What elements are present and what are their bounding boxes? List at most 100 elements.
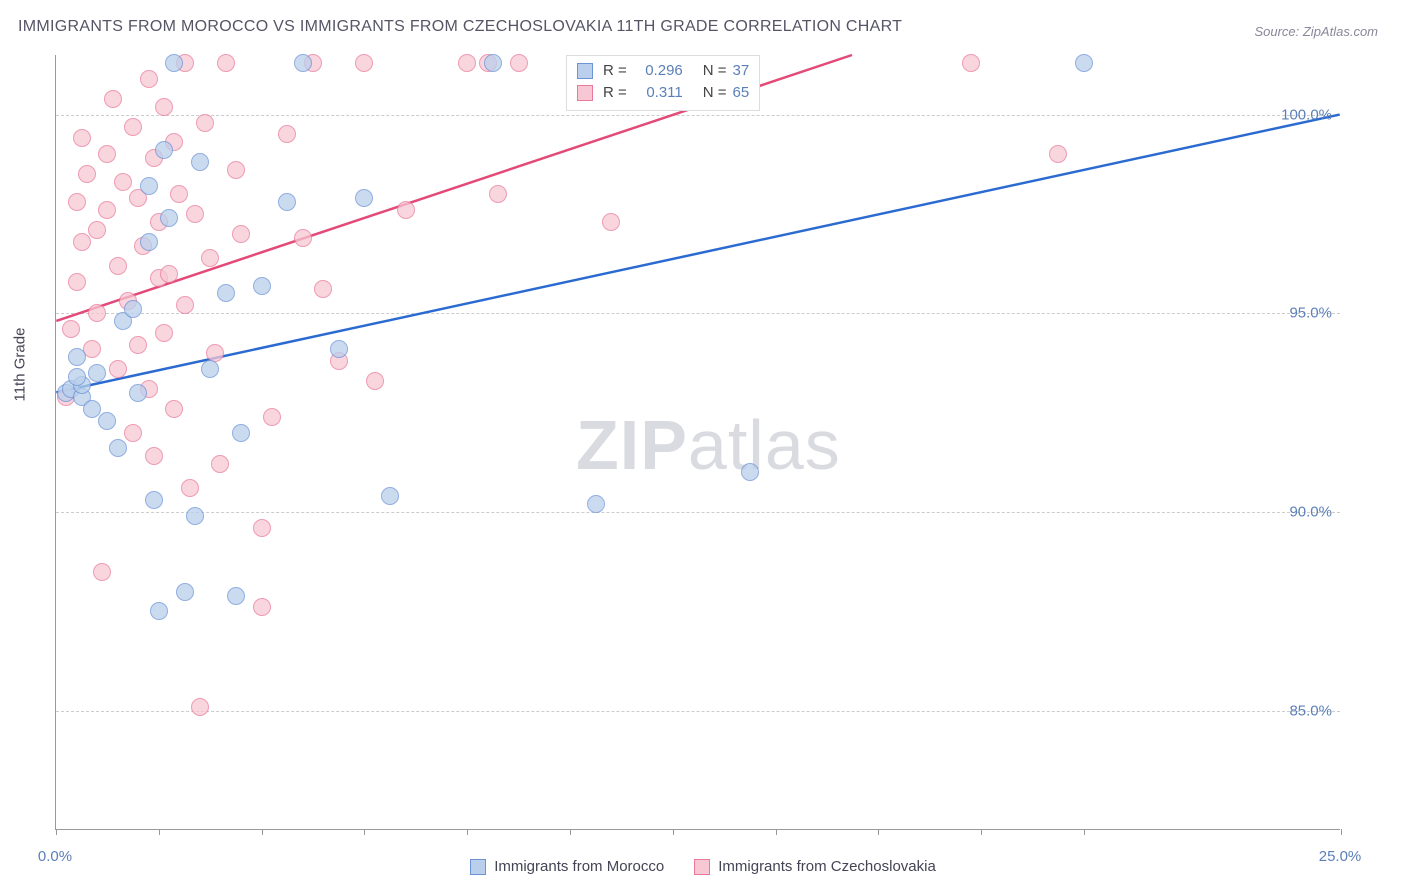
data-point [155,98,173,116]
data-point [98,201,116,219]
data-point [176,296,194,314]
source-label: Source: ZipAtlas.com [1254,24,1378,39]
x-tick [673,829,674,835]
r-value-czech: 0.311 [633,82,683,104]
swatch-czech-icon [694,859,710,875]
data-point [62,320,80,338]
x-tick [1084,829,1085,835]
data-point [165,54,183,72]
trend-line [56,115,1339,393]
r-label: R = [603,60,627,82]
data-point [160,209,178,227]
data-point [104,90,122,108]
y-axis-title: 11th Grade [12,328,29,402]
legend-item-czech: Immigrants from Czechoslovakia [694,858,936,875]
data-point [140,177,158,195]
data-point [211,455,229,473]
data-point [458,54,476,72]
data-point [355,189,373,207]
y-tick-label: 100.0% [1281,106,1332,123]
data-point [83,400,101,418]
data-point [263,408,281,426]
x-tick [570,829,571,835]
data-point [68,368,86,386]
trend-lines [56,55,1340,829]
plot-area: ZIPatlas R = 0.296 N = 37 R = 0.311 N = … [55,55,1340,830]
data-point [83,340,101,358]
data-point [155,141,173,159]
data-point [253,519,271,537]
data-point [68,273,86,291]
gridline [56,512,1340,513]
legend-row-morocco: R = 0.296 N = 37 [577,60,749,82]
legend-row-czech: R = 0.311 N = 65 [577,82,749,104]
series-label-morocco: Immigrants from Morocco [494,858,664,875]
y-tick-label: 85.0% [1289,702,1332,719]
data-point [109,257,127,275]
data-point [196,114,214,132]
data-point [165,400,183,418]
data-point [114,173,132,191]
data-point [129,336,147,354]
x-tick [262,829,263,835]
data-point [381,487,399,505]
data-point [232,225,250,243]
watermark: ZIPatlas [576,405,841,485]
data-point [191,153,209,171]
data-point [587,495,605,513]
data-point [145,447,163,465]
data-point [294,229,312,247]
data-point [294,54,312,72]
correlation-legend: R = 0.296 N = 37 R = 0.311 N = 65 [566,55,760,111]
data-point [962,54,980,72]
data-point [232,424,250,442]
data-point [355,54,373,72]
data-point [602,213,620,231]
data-point [191,698,209,716]
data-point [78,165,96,183]
x-tick [981,829,982,835]
data-point [140,233,158,251]
data-point [227,587,245,605]
swatch-czech-icon [577,85,593,101]
data-point [484,54,502,72]
gridline [56,115,1340,116]
data-point [253,277,271,295]
gridline [56,711,1340,712]
data-point [73,129,91,147]
n-label: N = [703,60,727,82]
series-label-czech: Immigrants from Czechoslovakia [718,858,936,875]
data-point [253,598,271,616]
chart-title: IMMIGRANTS FROM MOROCCO VS IMMIGRANTS FR… [18,18,902,36]
data-point [88,304,106,322]
data-point [68,348,86,366]
data-point [201,249,219,267]
data-point [278,125,296,143]
swatch-morocco-icon [577,63,593,79]
data-point [1049,145,1067,163]
watermark-zip: ZIP [576,406,688,484]
data-point [330,340,348,358]
data-point [217,284,235,302]
data-point [176,583,194,601]
n-label: N = [703,82,727,104]
data-point [227,161,245,179]
legend-item-morocco: Immigrants from Morocco [470,858,664,875]
n-value-czech: 65 [733,82,750,104]
series-legend: Immigrants from Morocco Immigrants from … [0,858,1406,875]
data-point [124,300,142,318]
data-point [93,563,111,581]
data-point [88,221,106,239]
data-point [124,424,142,442]
data-point [186,507,204,525]
x-tick [776,829,777,835]
data-point [145,491,163,509]
data-point [150,602,168,620]
data-point [98,145,116,163]
data-point [741,463,759,481]
y-tick-label: 95.0% [1289,305,1332,322]
data-point [510,54,528,72]
x-tick [878,829,879,835]
data-point [129,384,147,402]
data-point [186,205,204,223]
